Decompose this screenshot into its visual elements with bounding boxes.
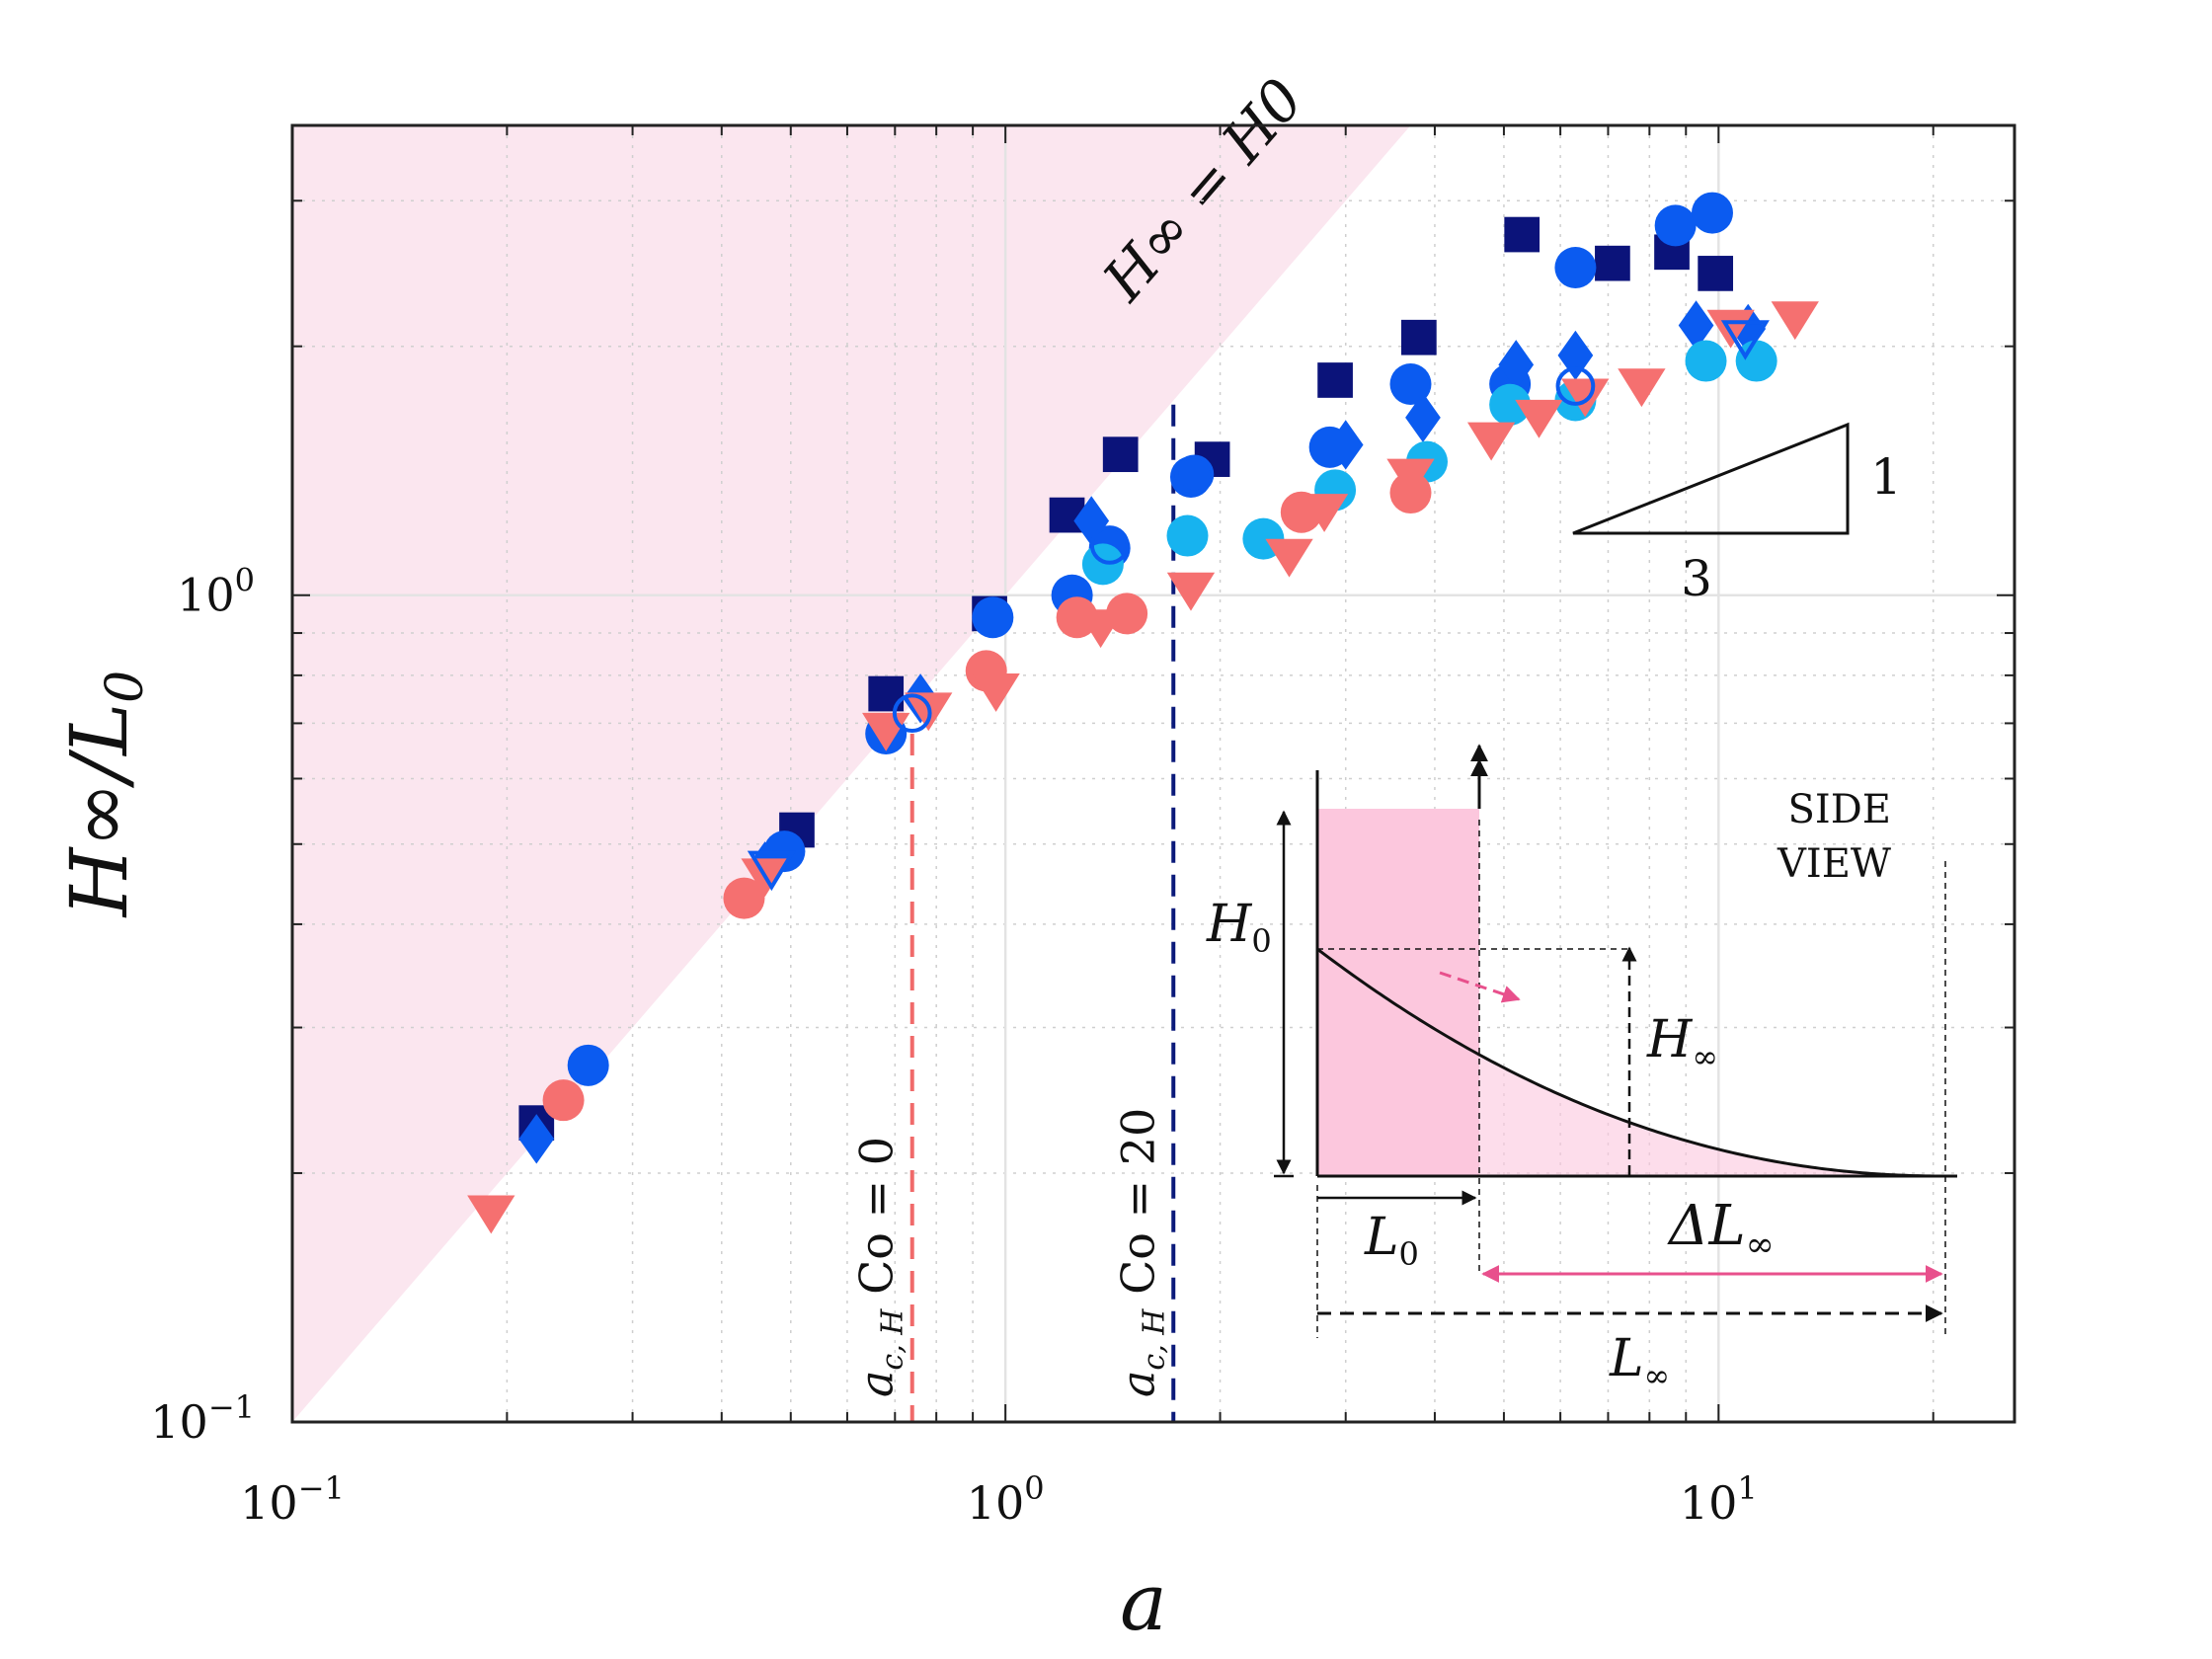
y-tick-label: 100 xyxy=(177,562,255,622)
data-point-circle xyxy=(1166,514,1209,557)
axis-labels: a H∞/L0 xyxy=(53,671,1167,1648)
slope-triangle-shape xyxy=(1572,422,1850,535)
data-point-square xyxy=(1504,216,1540,253)
plot-frame xyxy=(290,123,2016,1424)
data-point-triangle xyxy=(1561,378,1610,418)
x-axis-label: a xyxy=(1120,1556,1167,1648)
data-point-open-circle xyxy=(1089,525,1130,565)
inset-linf-label: L∞ xyxy=(1609,1329,1670,1394)
data-point-circle xyxy=(1056,596,1098,639)
data-point-circle xyxy=(1081,543,1124,586)
data-point-triangle xyxy=(1466,422,1516,461)
data-point-circle xyxy=(1554,247,1597,289)
x-tick-label: 100 xyxy=(967,1469,1045,1530)
reference-line-label: ac, H Co = 20 xyxy=(1111,1108,1171,1397)
data-point-diamond xyxy=(1327,420,1364,470)
tick-labels: 10−1 100 101 10−1 100 xyxy=(150,562,1757,1530)
inset-flow-arrow xyxy=(1439,971,1521,1003)
data-point-triangle xyxy=(1265,538,1313,578)
inset-hinf-label: H∞ xyxy=(1646,1010,1718,1075)
axes-frame xyxy=(290,123,2016,1424)
reference-line-label: ac, H Co = 0 xyxy=(850,1137,910,1397)
data-point-square xyxy=(1401,319,1437,356)
data-point-diamond xyxy=(518,1114,555,1164)
reference-lines: ac, H Co = 0 ac, H Co = 20 xyxy=(850,404,1176,1422)
data-point-triangle xyxy=(1386,458,1435,498)
y-tick-label: 10−1 xyxy=(150,1388,255,1449)
data-point-diamond xyxy=(1557,330,1594,381)
data-point-circle xyxy=(1106,592,1148,635)
data-point-triangle xyxy=(972,673,1020,712)
data-point-triangle xyxy=(1166,572,1216,611)
data-points xyxy=(467,192,1819,1234)
data-point-diamond xyxy=(1405,392,1441,443)
data-point-diamond xyxy=(1498,340,1535,390)
data-point-open-circle xyxy=(1555,366,1596,406)
data-point-circle xyxy=(1691,192,1733,234)
slope-run-label: 3 xyxy=(1681,550,1712,607)
data-point-square xyxy=(1317,362,1353,398)
inset-initial-column xyxy=(1317,809,1479,1176)
data-point-diamond xyxy=(1073,496,1110,546)
grid xyxy=(292,125,2014,1422)
data-point-triangle xyxy=(1771,301,1819,341)
inset-title-line2: VIEW xyxy=(1777,841,1891,887)
slope-rise-label: 1 xyxy=(1870,448,1902,506)
data-point-triangle xyxy=(1300,494,1349,532)
data-point-open-triangle xyxy=(747,850,796,892)
data-point-square xyxy=(1102,436,1139,473)
data-point-circle xyxy=(972,596,1014,639)
data-point-square xyxy=(1698,256,1734,291)
inset-dl-label: ΔL∞ xyxy=(1667,1194,1775,1265)
inset-side-view: H0 H∞ L0 ΔL∞ L∞ SIDE VIEW xyxy=(1206,744,1957,1394)
y-axis-label: H∞/L0 xyxy=(53,671,155,919)
data-point-triangle xyxy=(467,1195,515,1234)
x-tick-label: 101 xyxy=(1680,1469,1758,1530)
data-point-square xyxy=(868,675,905,712)
data-point-diamond xyxy=(1678,300,1714,351)
inset-l0-label: L0 xyxy=(1364,1208,1419,1273)
data-point-triangle xyxy=(1515,399,1563,438)
data-point-circle xyxy=(567,1044,609,1086)
x-tick-label: 10−1 xyxy=(240,1469,345,1530)
data-point-square xyxy=(1595,245,1630,281)
data-point-circle xyxy=(1735,340,1778,382)
data-point-circle xyxy=(542,1079,585,1122)
data-point-circle xyxy=(1654,204,1697,247)
data-point-circle xyxy=(1389,363,1432,406)
data-point-open-circle xyxy=(892,693,932,734)
data-point-circle xyxy=(723,877,765,919)
data-point-triangle xyxy=(1076,609,1125,649)
data-point-open-triangle xyxy=(1720,320,1770,360)
data-point-open-circle xyxy=(1174,454,1215,495)
data-point-circle xyxy=(1685,340,1727,382)
inset-h0-label: H0 xyxy=(1206,895,1272,960)
data-point-triangle xyxy=(1618,368,1666,408)
slope-triangle: 31 xyxy=(1572,422,1902,607)
inset-title-line1: SIDE xyxy=(1788,787,1891,832)
data-point-circle xyxy=(1489,383,1532,426)
inset-profile-curve xyxy=(1316,947,1946,1178)
